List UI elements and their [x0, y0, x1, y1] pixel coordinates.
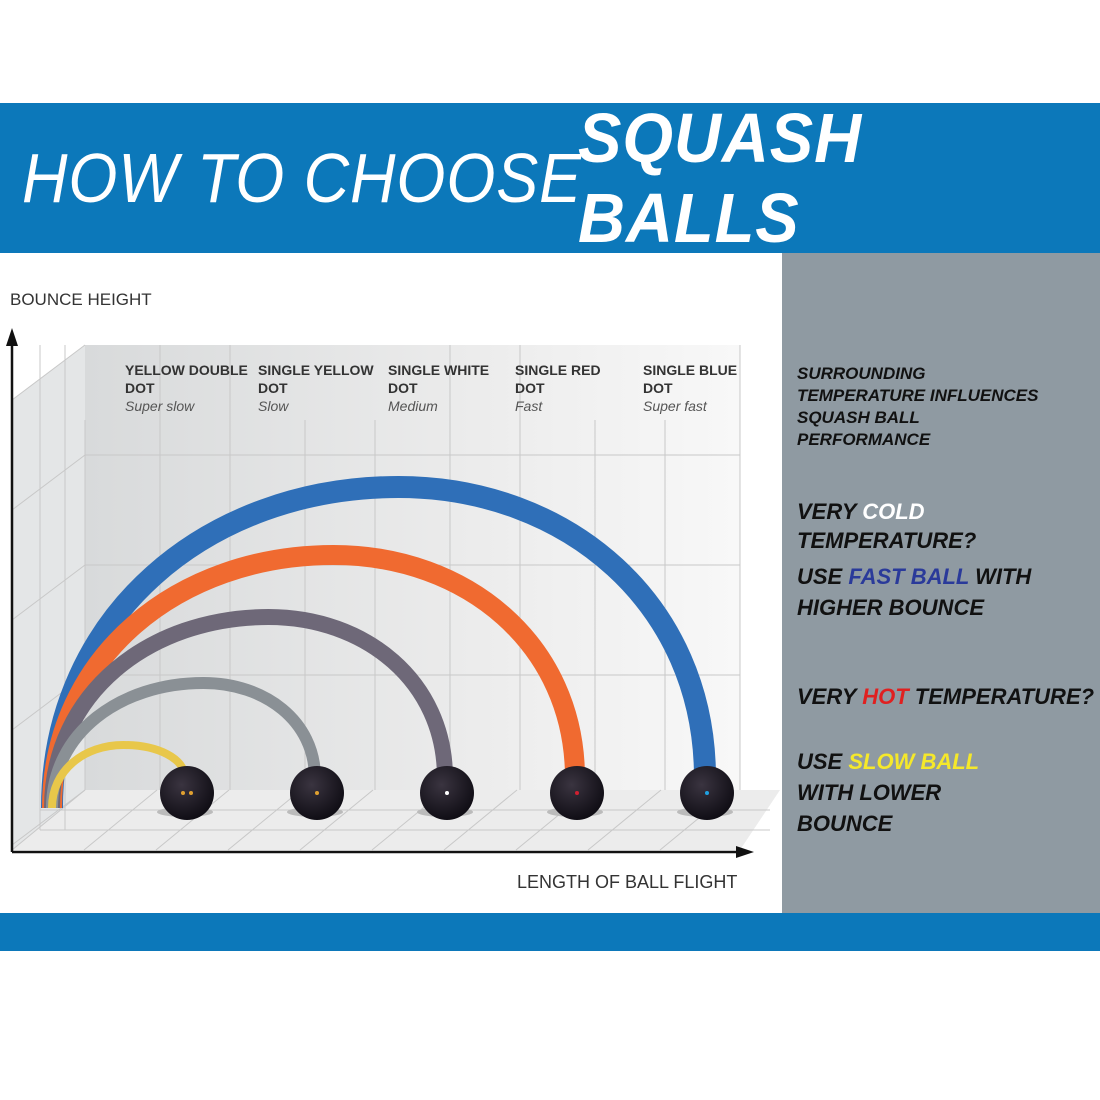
bounce-arc — [48, 740, 189, 809]
cold-answer: USE FAST BALL WITH HIGHER BOUNCE — [797, 564, 1032, 620]
ball-dot — [575, 791, 579, 795]
bounce-arc — [42, 544, 585, 809]
hot-question: VERY HOT TEMPERATURE? — [797, 684, 1095, 709]
title-bold: SQUASH BALLS — [578, 99, 863, 257]
ball-label: SINGLE YELLOW DOT Slow — [258, 362, 374, 414]
ball-label: SINGLE WHITE DOT Medium — [388, 362, 490, 414]
intro-text: SURROUNDING TEMPERATURE INFLUENCES SQUAS… — [797, 364, 1039, 450]
bounce-diagram — [6, 328, 780, 858]
squash-ball — [160, 766, 214, 820]
grid-floor — [12, 790, 780, 850]
y-axis-arrow-icon — [6, 328, 18, 346]
cold-question: VERY COLD TEMPERATURE? — [797, 499, 977, 553]
bounce-arc — [46, 676, 321, 809]
ball-label: SINGLE RED DOT Fast — [515, 362, 601, 414]
x-axis-label: LENGTH OF BALL FLIGHT — [517, 872, 738, 892]
ball-dot — [189, 791, 193, 795]
x-axis-arrow-icon — [736, 846, 754, 858]
ball-dot — [181, 791, 185, 795]
hot-answer: USE SLOW BALL WITH LOWER BOUNCE — [797, 749, 979, 836]
ball-dot — [445, 791, 449, 795]
bounce-arc — [41, 475, 716, 809]
temperature-panel: SURROUNDING TEMPERATURE INFLUENCES SQUAS… — [782, 253, 1100, 913]
ball-label: YELLOW DOUBLE DOT Super slow — [125, 362, 248, 414]
title-light: HOW TO CHOOSE — [22, 139, 583, 217]
ball-label: SINGLE BLUE DOT Super fast — [643, 362, 738, 414]
ball-dot — [315, 791, 319, 795]
bounce-arc — [44, 608, 453, 809]
ball-dot — [705, 791, 709, 795]
y-axis-label: BOUNCE HEIGHT — [10, 290, 152, 309]
footer-bar — [0, 913, 1100, 951]
title-banner: HOW TO CHOOSE SQUASH BALLS — [0, 99, 1100, 257]
